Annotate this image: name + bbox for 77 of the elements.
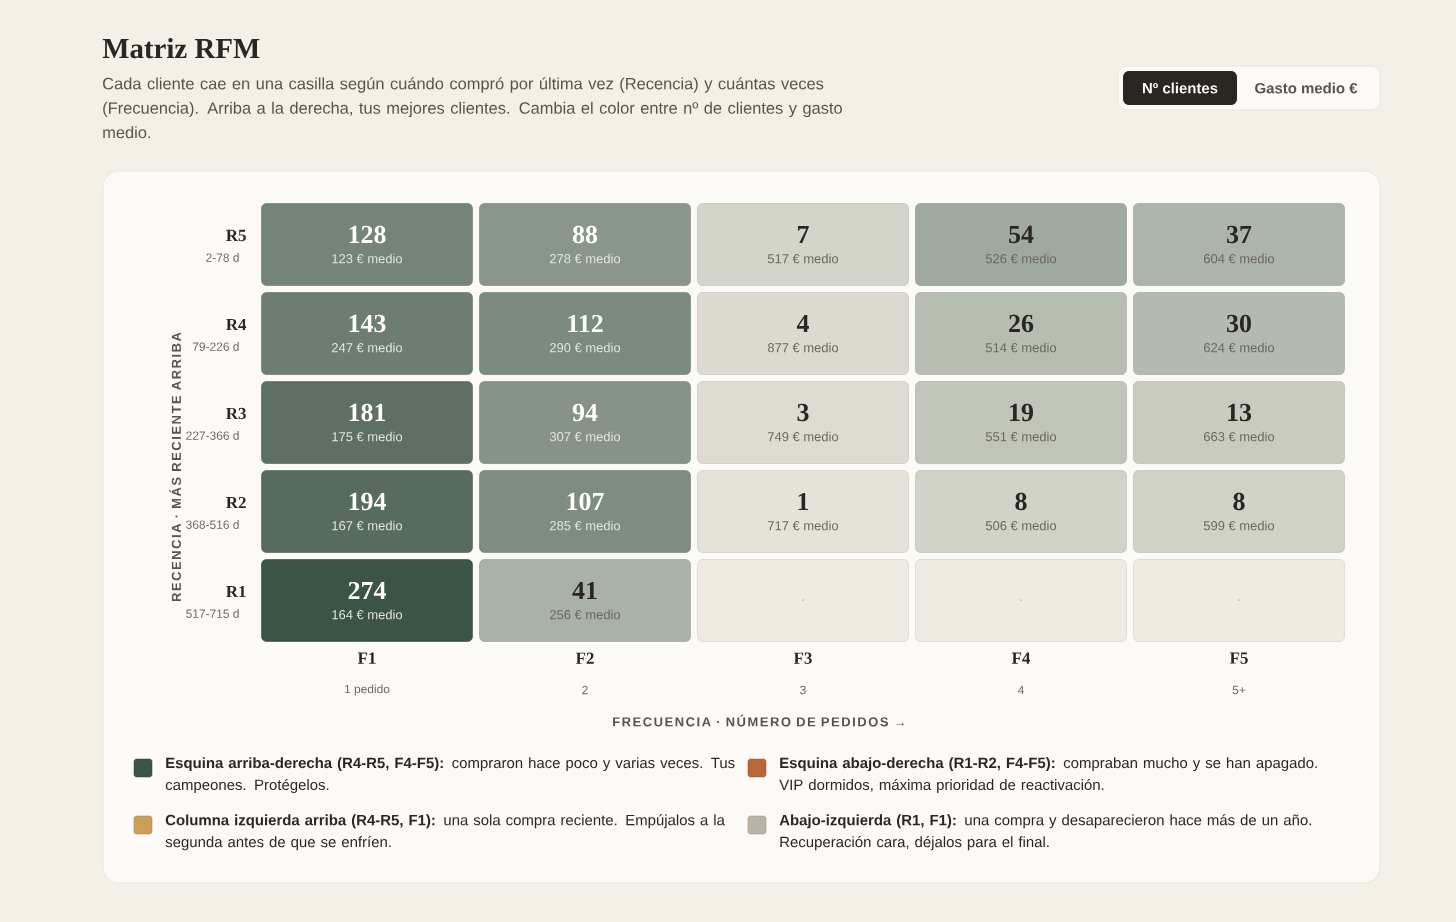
annotation: 749 € medio (768, 431, 839, 442)
data-label: 94 (572, 403, 598, 422)
annotation: 167 € medio (332, 520, 403, 531)
annotation: 290 € medio (550, 342, 621, 353)
y2-tick-label: 79-226 d (192, 342, 239, 351)
x-tick-label: F5 (1229, 652, 1248, 664)
annotation: 175 € medio (332, 431, 403, 442)
data-label: 194 (349, 492, 386, 511)
data-label: 143 (349, 314, 386, 333)
data-label: 181 (349, 403, 386, 422)
y-tick-label: R5 (226, 229, 246, 242)
annotation: 599 € medio (1203, 520, 1275, 531)
text: 4 (1017, 685, 1024, 695)
y2-tick-label: 368-516 d (186, 520, 239, 529)
data-label: 4 (796, 314, 809, 333)
annotation: 247 € medio (332, 342, 403, 353)
annotation: 517 € medio (767, 253, 839, 264)
text: Gasto medio € (1255, 82, 1358, 94)
chart-title: Matriz RFM (102, 37, 260, 59)
data-label: 26 (1009, 314, 1034, 333)
y2-tick-label: 517-715 d (186, 609, 239, 618)
annotation: 278 € medio (550, 253, 621, 264)
text: 1 pedido (344, 684, 390, 696)
annotation: 717 € medio (768, 520, 839, 531)
annotation: 307 € medio (549, 431, 621, 442)
x-axis-title: FRECUENCIA · NÚMERO DE PEDIDOS → (613, 714, 904, 727)
x-tick-label: F4 (1011, 652, 1031, 664)
data-label: 41 (572, 581, 597, 600)
annotation: 506 € medio (985, 520, 1057, 531)
text: Abajo-izquierda (R1, F1): una compra y desaparecieron hace más de un año. Recuperación cara, déjalos para el final. (779, 814, 1311, 851)
data-label: 8 (1015, 492, 1027, 511)
y-axis-title: RECENCIA · MÁS RECIENTE ARRIBA (169, 332, 181, 602)
y-tick-label: R1 (226, 585, 246, 598)
text: Nº clientes (1142, 82, 1218, 94)
text: · (802, 599, 804, 601)
text: Columna izquierda arriba (R4-R5, F1): una sola compra reciente. Empújalos a la segunda antes de que se enfríen. (165, 814, 725, 851)
annotation: 164 € medio (332, 609, 403, 620)
annotation: 877 € medio (767, 342, 839, 353)
y2-tick-label: 2-78 d (206, 253, 239, 262)
annotation: 285 € medio (550, 520, 621, 531)
annotation: 256 € medio (550, 609, 621, 620)
annotation: 551 € medio (985, 431, 1057, 442)
data-label: 107 (567, 492, 604, 511)
data-label: 88 (572, 225, 598, 244)
y2-tick-label: 227-366 d (186, 431, 239, 440)
data-label: 30 (1227, 314, 1251, 333)
y-tick-label: R4 (226, 318, 247, 331)
annotation: 526 € medio (985, 253, 1057, 264)
x-tick-label: F2 (575, 652, 594, 664)
data-label: 112 (568, 314, 603, 333)
text: Esquina abajo-derecha (R1-R2, F4-F5): compraban mucho y se han apagado. VIP dormidos, máxima prioridad de reactivación. (779, 757, 1317, 794)
text: 5+ (1232, 685, 1246, 695)
data-label: 128 (349, 225, 386, 244)
data-label: 13 (1228, 403, 1252, 422)
text: · (1238, 599, 1240, 601)
annotation: 123 € medio (332, 253, 403, 264)
y-tick-label: R3 (226, 407, 246, 420)
chart-subtitle: Cada cliente cae en una casilla según cuándo compró por última vez (Recencia) y cuántas veces (Frecuencia). Arriba a la derecha, tus mejores clientes. Cambia el color entre nº de clientes y gasto medio. (103, 77, 842, 139)
text: · (1020, 599, 1022, 601)
data-label: 54 (1009, 225, 1034, 244)
data-label: 1 (798, 492, 809, 511)
annotation: 514 € medio (985, 342, 1057, 353)
data-label: 3 (797, 403, 809, 422)
data-label: 37 (1227, 225, 1252, 244)
data-label: 8 (1233, 492, 1245, 511)
annotation: 604 € medio (1204, 253, 1275, 264)
y-tick-label: R2 (226, 496, 246, 509)
x-tick-label: F1 (357, 652, 376, 664)
data-label: 274 (348, 581, 386, 600)
x-tick-label: F3 (793, 652, 812, 664)
text: 3 (800, 685, 806, 695)
data-label: 7 (798, 226, 809, 243)
annotation: 663 € medio (1204, 431, 1275, 442)
text: Esquina arriba-derecha (R4-R5, F4-F5): compraron hace poco y varias veces. Tus campeones. Protégelos. (165, 757, 735, 794)
annotation: 624 € medio (1204, 342, 1275, 353)
data-label: 19 (1010, 403, 1034, 422)
text: 2 (582, 685, 588, 695)
